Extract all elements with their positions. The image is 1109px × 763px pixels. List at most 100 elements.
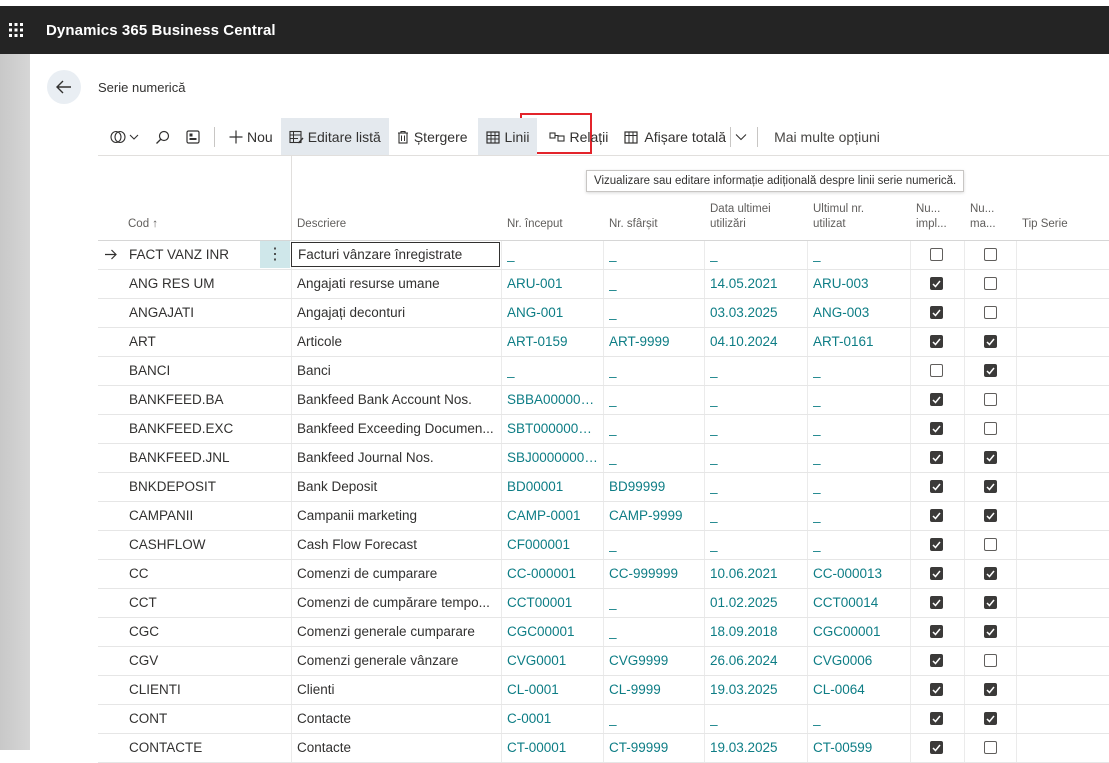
cell-end-no[interactable]: _ — [609, 392, 617, 407]
table-row[interactable]: CASHFLOW Cash Flow Forecast CF000001 _ _ _ — [98, 531, 1109, 560]
cell-description[interactable]: Bankfeed Bank Account Nos. — [297, 392, 472, 407]
filter-pane-button[interactable] — [98, 118, 147, 156]
cell-code[interactable]: CONT — [129, 711, 168, 726]
manual-nos-checkbox[interactable] — [984, 538, 997, 551]
manual-nos-checkbox[interactable] — [984, 277, 997, 290]
cell-end-no[interactable]: _ — [609, 421, 617, 436]
cell-last-used[interactable]: _ — [813, 247, 821, 262]
edit-list-button[interactable]: Editare listă — [280, 118, 389, 156]
cell-end-no[interactable]: ART-9999 — [609, 334, 670, 349]
cell-last-used[interactable]: CVG0006 — [813, 653, 873, 668]
default-nos-checkbox[interactable] — [930, 422, 943, 435]
manual-nos-checkbox[interactable] — [984, 509, 997, 522]
table-row[interactable]: CONTACTE Contacte CT-00001 CT-99999 19.03.20… — [98, 734, 1109, 763]
cell-code[interactable]: CLIENTI — [129, 682, 181, 697]
cell-code[interactable]: ART — [129, 334, 156, 349]
table-row[interactable]: CGC Comenzi generale cumparare CGC00001 _ 18… — [98, 618, 1109, 647]
manual-nos-checkbox[interactable] — [984, 364, 997, 377]
cell-start-no[interactable]: _ — [507, 363, 515, 378]
column-header-default-nos[interactable]: Nu... impl... — [916, 202, 947, 232]
cell-end-no[interactable]: _ — [609, 363, 617, 378]
cell-description[interactable]: Clienti — [297, 682, 335, 697]
cell-code[interactable]: BANCI — [129, 363, 171, 378]
column-header-series-type[interactable]: Tip Serie — [1022, 218, 1068, 230]
column-header-start-no[interactable]: Nr. început — [507, 218, 563, 230]
cell-last-used[interactable]: CT-00599 — [813, 740, 873, 755]
default-nos-checkbox[interactable] — [930, 625, 943, 638]
manual-nos-checkbox[interactable] — [984, 596, 997, 609]
manual-nos-checkbox[interactable] — [984, 393, 997, 406]
default-nos-checkbox[interactable] — [930, 393, 943, 406]
lines-button[interactable]: Linii — [477, 118, 538, 156]
cell-last-date[interactable]: _ — [710, 450, 718, 465]
cell-code[interactable]: CC — [129, 566, 149, 581]
default-nos-checkbox[interactable] — [930, 480, 943, 493]
default-nos-checkbox[interactable] — [930, 451, 943, 464]
table-row[interactable]: BANKFEED.EXC Bankfeed Exceeding Documen..… — [98, 415, 1109, 444]
cell-last-used[interactable]: _ — [813, 508, 821, 523]
cell-last-date[interactable]: _ — [710, 537, 718, 552]
row-actions-button[interactable]: ⋮ — [260, 241, 290, 268]
cell-last-used[interactable]: _ — [813, 392, 821, 407]
cell-description[interactable]: Contacte — [297, 711, 352, 726]
manual-nos-checkbox[interactable] — [984, 625, 997, 638]
cell-start-no[interactable]: CL-0001 — [507, 682, 559, 697]
default-nos-checkbox[interactable] — [930, 683, 943, 696]
cell-last-used[interactable]: _ — [813, 479, 821, 494]
manual-nos-checkbox[interactable] — [984, 248, 997, 261]
cell-last-used[interactable]: _ — [813, 363, 821, 378]
cell-last-date[interactable]: _ — [710, 247, 718, 262]
manual-nos-checkbox[interactable] — [984, 741, 997, 754]
table-row[interactable]: CGV Comenzi generale vânzare CVG0001 CVG999… — [98, 647, 1109, 676]
cell-start-no[interactable]: SBT000000001 — [507, 421, 599, 436]
app-title[interactable]: Dynamics 365 Business Central — [46, 21, 276, 39]
cell-description[interactable]: Comenzi de cumpărare tempo... — [297, 595, 490, 610]
table-row[interactable]: ART Articole ART-0159 ART-9999 04.10.2024 ART… — [98, 328, 1109, 357]
cell-code[interactable]: CONTACTE — [129, 740, 203, 755]
cell-end-no[interactable]: CAMP-9999 — [609, 508, 683, 523]
column-header-end-no[interactable]: Nr. sfârșit — [609, 218, 658, 230]
default-nos-checkbox[interactable] — [930, 248, 943, 261]
cell-start-no[interactable]: SBBA000000... — [507, 392, 599, 407]
cell-end-no[interactable]: CC-999999 — [609, 566, 679, 581]
cell-start-no[interactable]: CF000001 — [507, 537, 571, 552]
table-row[interactable]: ⋮ FACT VANZ INR Facturi vânzare înregistra… — [98, 241, 1109, 270]
table-row[interactable]: CC Comenzi de cumparare CC-000001 CC-999999… — [98, 560, 1109, 589]
cell-start-no[interactable]: CCT00001 — [507, 595, 573, 610]
cell-last-used[interactable]: CL-0064 — [813, 682, 865, 697]
cell-description[interactable]: Angajati resurse umane — [297, 276, 440, 291]
table-row[interactable]: ANG RES UM Angajati resurse umane ARU-001 _… — [98, 270, 1109, 299]
show-all-button[interactable]: Afișare totală — [616, 118, 728, 156]
cell-last-date[interactable]: _ — [710, 508, 718, 523]
cell-last-used[interactable]: ANG-003 — [813, 305, 870, 320]
cell-code[interactable]: CAMPANII — [129, 508, 194, 523]
table-row[interactable]: BANKFEED.JNL Bankfeed Journal Nos. SBJ0000… — [98, 444, 1109, 473]
cell-end-no[interactable]: BD99999 — [609, 479, 666, 494]
default-nos-checkbox[interactable] — [930, 277, 943, 290]
description-input[interactable]: Facturi vânzare înregistrate — [291, 242, 500, 267]
cell-description[interactable]: Banci — [297, 363, 331, 378]
cell-end-no[interactable]: CT-99999 — [609, 740, 669, 755]
manual-nos-checkbox[interactable] — [984, 306, 997, 319]
column-header-code[interactable]: Cod ↑ — [128, 218, 159, 230]
cell-end-no[interactable]: _ — [609, 624, 617, 639]
cell-start-no[interactable]: SBJ000000001 — [507, 450, 599, 465]
default-nos-checkbox[interactable] — [930, 567, 943, 580]
cell-end-no[interactable]: _ — [609, 247, 617, 262]
cell-code[interactable]: FACT VANZ INR — [129, 247, 230, 262]
cell-code[interactable]: BANKFEED.JNL — [129, 450, 230, 465]
cell-last-date[interactable]: _ — [710, 479, 718, 494]
default-nos-checkbox[interactable] — [930, 741, 943, 754]
cell-last-used[interactable]: ART-0161 — [813, 334, 874, 349]
cell-description[interactable]: Comenzi generale cumparare — [297, 624, 475, 639]
cell-last-date[interactable]: 19.03.2025 — [710, 682, 778, 697]
column-header-last-date[interactable]: Data ultimei utilizări — [710, 202, 771, 232]
cell-last-date[interactable]: 03.03.2025 — [710, 305, 778, 320]
table-row[interactable]: CAMPANII Campanii marketing CAMP-0001 CAMP-… — [98, 502, 1109, 531]
cell-code[interactable]: CCT — [129, 595, 157, 610]
cell-description[interactable]: Angajați deconturi — [297, 305, 406, 320]
cell-last-date[interactable]: _ — [710, 363, 718, 378]
cell-description[interactable]: Contacte — [297, 740, 352, 755]
manual-nos-checkbox[interactable] — [984, 683, 997, 696]
table-row[interactable]: CONT Contacte C-0001 _ _ _ — [98, 705, 1109, 734]
